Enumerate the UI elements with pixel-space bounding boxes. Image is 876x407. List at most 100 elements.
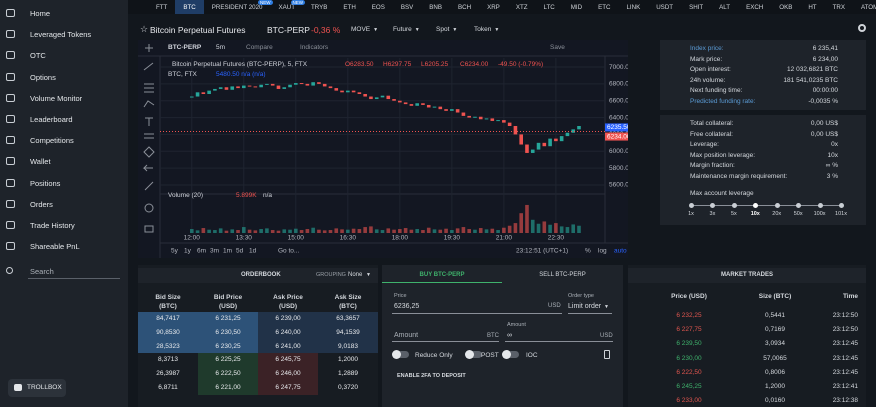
nav-item[interactable]: Options	[0, 70, 128, 84]
nav-item[interactable]: Volume Monitor	[0, 91, 128, 105]
orderbook-cell[interactable]: 6 245,75	[258, 353, 318, 368]
nav-item[interactable]: Leveraged Tokens	[0, 27, 128, 41]
enable-2fa[interactable]: ENABLE 2FA TO DEPOSIT	[397, 373, 466, 379]
range-button[interactable]: 1d	[249, 248, 257, 255]
nav-item[interactable]: Shareable PnL	[0, 239, 128, 253]
leverage-stop[interactable]	[839, 203, 844, 208]
nav-item[interactable]: Leaderboard	[0, 112, 128, 126]
market-tab[interactable]: BSV	[393, 0, 421, 14]
market-tab[interactable]: EOS	[364, 0, 393, 14]
buy-tab[interactable]: BUY BTC-PERP	[382, 268, 502, 283]
legend-close: C6234.00	[460, 61, 489, 68]
nav-item[interactable]: Orders	[0, 197, 128, 211]
leverage-stop[interactable]	[796, 203, 802, 208]
orderbook-cell[interactable]: 84,7417	[138, 312, 198, 326]
orderbook-cell[interactable]: 6 239,00	[258, 312, 318, 326]
orderbook-cell[interactable]: 1,2889	[318, 367, 378, 381]
range-button[interactable]: 5y	[171, 248, 179, 255]
market-tab[interactable]: USDT	[648, 0, 681, 14]
orderbook-cell[interactable]: 6 222,50	[198, 367, 258, 381]
range-button[interactable]: 3m	[210, 248, 219, 255]
market-tab[interactable]: TRYB	[303, 0, 335, 14]
orderbook-cell[interactable]: 28,5323	[138, 339, 198, 354]
orderbook-cell[interactable]: 9,0183	[318, 339, 378, 354]
orderbook-cell[interactable]: 6 247,75	[258, 381, 318, 395]
legend-change: -49.50 (-0.79%)	[498, 61, 544, 68]
nav-item[interactable]: Home	[0, 6, 128, 20]
market-tab[interactable]: LTC	[536, 0, 563, 14]
orderbook-cell[interactable]: 1,2000	[318, 353, 378, 368]
leverage-stop[interactable]	[731, 203, 737, 208]
market-tab[interactable]: TRX	[825, 0, 853, 14]
leverage-stop[interactable]	[774, 203, 780, 208]
market-tab[interactable]: HT	[800, 0, 824, 14]
market-tab[interactable]: ETC	[590, 0, 618, 14]
orderbook-cell[interactable]: 94,1539	[318, 325, 378, 340]
market-menu[interactable]: Future ▼	[393, 26, 420, 33]
nav-item[interactable]: Trade History	[0, 218, 128, 232]
range-button[interactable]: 1y	[184, 248, 192, 255]
toggle[interactable]	[502, 350, 519, 359]
market-tab[interactable]: XAUT NEW	[271, 0, 306, 14]
orderbook-cell[interactable]: 6 230,25	[198, 339, 258, 354]
amount-input[interactable]	[392, 328, 499, 342]
market-tab[interactable]: ETH	[335, 0, 363, 14]
market-tab[interactable]: LINK	[618, 0, 648, 14]
orderbook-cell[interactable]: 6,8711	[138, 381, 198, 395]
sell-tab[interactable]: SELL BTC-PERP	[539, 272, 586, 278]
nav-item[interactable]: Wallet	[0, 154, 128, 168]
market-tab[interactable]: FTT	[148, 0, 175, 14]
toggle[interactable]	[465, 350, 482, 359]
orderbook-cell[interactable]: 90,8530	[138, 325, 198, 340]
market-tab[interactable]: ATOM	[853, 0, 876, 14]
nav-item[interactable]: Positions	[0, 176, 128, 190]
leverage-stop[interactable]	[753, 203, 759, 208]
market-menu[interactable]: Token ▼	[474, 26, 499, 33]
market-menu[interactable]: MOVE ▼	[351, 26, 378, 33]
orderbook-cell[interactable]: 0,3720	[318, 381, 378, 395]
trollbox-button[interactable]: TROLLBOX	[8, 379, 66, 397]
range-button[interactable]: 5d	[236, 248, 244, 255]
market-tab[interactable]: EXCH	[738, 0, 771, 14]
orderbook-cell[interactable]: 6 241,00	[258, 339, 318, 354]
orderbook-cell[interactable]: 6 225,25	[198, 353, 258, 368]
nav-item[interactable]: OTC	[0, 48, 128, 62]
market-tab[interactable]: MID	[563, 0, 590, 14]
calculator-icon[interactable]	[604, 350, 610, 359]
market-tab[interactable]: XTZ	[508, 0, 536, 14]
market-tab[interactable]: BCH	[450, 0, 479, 14]
market-tab[interactable]: SHIT	[681, 0, 711, 14]
volume-bar	[478, 228, 483, 233]
orderbook-cell[interactable]: 26,3987	[138, 367, 198, 381]
toggle[interactable]	[392, 350, 409, 359]
leverage-stop[interactable]	[710, 203, 716, 208]
market-tab[interactable]: BNB	[421, 0, 450, 14]
market-tab[interactable]: BTC	[175, 0, 204, 14]
trade-time: 23:12:45	[832, 354, 858, 362]
price-input[interactable]	[392, 300, 562, 314]
amount-usd-input[interactable]	[505, 328, 613, 342]
market-tab[interactable]: OKB	[771, 0, 800, 14]
orderbook-cell[interactable]: 6 231,25	[198, 312, 258, 326]
orderbook-cell[interactable]: 6 221,00	[198, 381, 258, 395]
orderbook-cell[interactable]: 6 240,00	[258, 325, 318, 340]
leverage-stop[interactable]	[817, 203, 823, 208]
market-tab[interactable]: ALT	[711, 0, 738, 14]
market-tab[interactable]: XRP	[479, 0, 508, 14]
orderbook-cell[interactable]: 6 230,50	[198, 325, 258, 340]
legend-sub-symbol: BTC, FTX	[168, 71, 197, 78]
grouping-value[interactable]: None	[348, 272, 363, 278]
orderbook-cell[interactable]: 63,3657	[318, 312, 378, 326]
market-tab[interactable]: PRESIDENT 2020 NEW	[204, 0, 273, 14]
search[interactable]: Search	[0, 264, 128, 280]
market-menu[interactable]: Spot ▼	[436, 26, 457, 33]
settings-icon[interactable]	[858, 24, 866, 32]
range-button[interactable]: 6m	[197, 248, 206, 255]
range-button[interactable]: 1m	[223, 248, 232, 255]
orderbook-cell[interactable]: 6 246,00	[258, 367, 318, 381]
nav-item[interactable]: Competitions	[0, 133, 128, 147]
leverage-stop[interactable]	[689, 203, 694, 208]
orderbook-cell[interactable]: 8,3713	[138, 353, 198, 368]
info-value: -0,0035 %	[808, 97, 838, 105]
order-type-select[interactable]: Limit order	[568, 303, 612, 314]
